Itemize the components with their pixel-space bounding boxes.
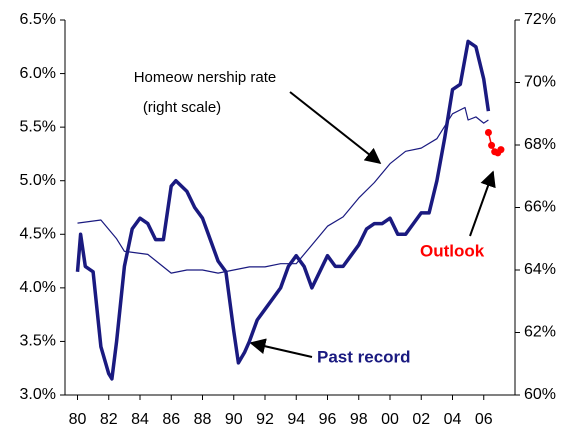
x-tick-label: 84 (131, 411, 149, 428)
annotation: Past record (317, 347, 411, 366)
x-tick-label: 86 (162, 411, 180, 428)
y2-tick-label: 64% (524, 261, 556, 278)
marker (497, 146, 505, 154)
y-tick-label: 6.0% (20, 65, 56, 82)
marker (488, 141, 496, 149)
y2-tick-label: 72% (524, 11, 556, 28)
annotation: Outlook (420, 241, 485, 260)
arrow (249, 338, 313, 358)
x-tick-label: 04 (444, 411, 462, 428)
x-tick-label: 96 (319, 411, 337, 428)
y2-tick-label: 68% (524, 136, 556, 153)
x-tick-label: 88 (194, 411, 212, 428)
y2-tick-label: 60% (524, 386, 556, 403)
y-tick-label: 6.5% (20, 11, 56, 28)
y2-tick-label: 70% (524, 74, 556, 91)
y2-tick-label: 62% (524, 324, 556, 341)
x-tick-label: 00 (381, 411, 399, 428)
arrow (289, 91, 382, 164)
y2-tick-label: 66% (524, 199, 556, 216)
y-tick-label: 5.5% (20, 118, 56, 135)
series-line (77, 106, 489, 274)
marker (484, 129, 492, 136)
annotation: (right scale) (143, 99, 221, 116)
arrow (469, 170, 496, 237)
x-tick-label: 82 (100, 411, 118, 428)
x-tick-label: 90 (225, 411, 243, 428)
y-tick-label: 5.0% (20, 172, 56, 189)
x-tick-label: 92 (256, 411, 274, 428)
annotation: Homeow nership rate (134, 69, 277, 86)
y-tick-label: 3.0% (20, 386, 56, 403)
x-tick-label: 06 (475, 411, 493, 428)
x-tick-label: 94 (287, 411, 305, 428)
x-tick-label: 80 (69, 411, 87, 428)
y-tick-label: 4.0% (20, 279, 56, 296)
series-line (75, 39, 491, 381)
y-tick-label: 3.5% (20, 333, 56, 350)
y-tick-label: 4.5% (20, 226, 56, 243)
x-tick-label: 98 (350, 411, 368, 428)
x-tick-label: 02 (412, 411, 430, 428)
